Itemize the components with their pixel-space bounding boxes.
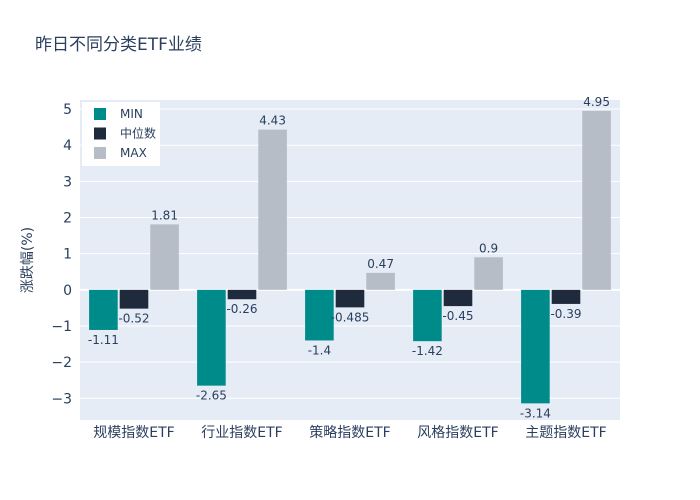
chart-title: 昨日不同分类ETF业绩 [35,35,202,55]
data-label: -0.45 [442,309,473,323]
bar [582,110,611,290]
data-label: 1.81 [151,208,178,222]
y-tick-label: 4 [63,138,72,154]
data-label: -0.26 [226,302,257,316]
legend-swatch[interactable] [94,108,106,120]
bar [443,289,473,307]
data-label: -0.39 [550,307,581,321]
legend-label[interactable]: 中位数 [120,126,156,141]
y-axis-title: 涨跌幅(%) [20,227,36,293]
bar [89,289,118,330]
data-labels: -1.11 -0.52 1.81 -2.65 -0.26 4.43 -1.4 -0.485 0.… [88,95,610,421]
bars [89,110,611,404]
bar [119,289,149,309]
data-label: -3.14 [520,406,551,420]
bar [474,257,503,290]
y-tick-label: 5 [63,102,72,118]
legend-label[interactable]: MAX [120,146,147,160]
x-axis-ticks: 规模指数ETF 行业指数ETF 策略指数ETF 风格指数ETF 主题指数ETF [93,424,606,441]
data-label: 0.47 [367,257,394,271]
bar [413,289,442,342]
bar [197,289,226,386]
data-label: -0.52 [118,312,149,326]
bar [150,224,179,290]
y-axis-ticks: −3 −2 −1 0 1 2 3 4 5 [51,102,72,407]
x-tick-label: 主题指数ETF [525,425,606,441]
data-label: -0.485 [331,310,370,324]
y-tick-label: −3 [51,391,72,407]
x-tick-label: 策略指数ETF [309,424,390,441]
bar [335,289,365,308]
data-label: 4.95 [583,95,610,109]
y-tick-label: 2 [63,211,72,227]
legend[interactable]: MIN 中位数 MAX [82,102,160,166]
legend-label[interactable]: MIN [120,107,143,121]
bar [366,272,395,290]
bar [227,289,257,300]
legend-swatch[interactable] [94,127,106,140]
x-tick-label: 行业指数ETF [201,425,282,441]
data-label: -1.4 [308,343,331,357]
y-tick-label: −2 [51,355,72,371]
x-tick-label: 规模指数ETF [93,425,174,441]
data-label: -2.65 [196,389,227,403]
bar [258,129,287,290]
data-label: -1.42 [412,344,443,358]
bar [305,289,334,341]
bar [551,289,581,304]
y-tick-label: −1 [51,319,72,335]
y-tick-label: 3 [63,174,72,190]
data-label: 0.9 [479,241,498,255]
x-tick-label: 风格指数ETF [417,425,498,441]
y-tick-label: 1 [63,247,72,263]
legend-swatch[interactable] [94,147,106,159]
y-tick-label: 0 [63,283,72,299]
data-label: 4.43 [259,114,286,128]
bar [521,289,550,404]
data-label: -1.11 [88,333,119,347]
